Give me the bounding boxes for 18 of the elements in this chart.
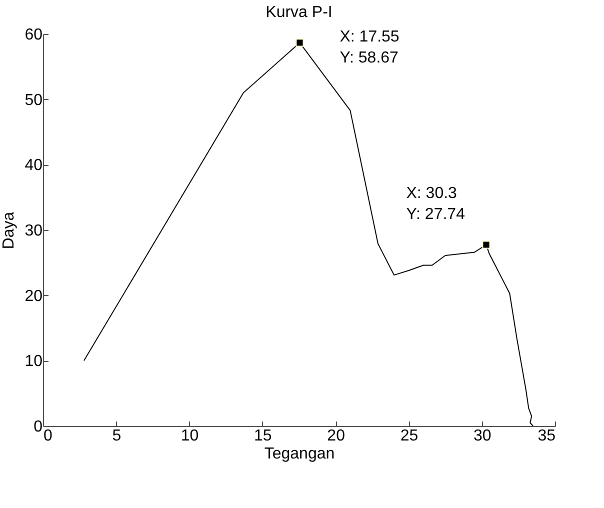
x-tick-label: 10 [180,428,199,444]
y-tick-label: 30 [24,222,43,240]
chart-title: Kurva P-I [266,4,332,21]
x-tick-label: 25 [400,428,418,444]
y-tick-label: 40 [24,157,43,174]
y-tick-label: 20 [24,288,43,305]
x-tick-label: 20 [327,428,346,444]
x-tick-label: 30 [473,428,492,444]
x-axis-title: Tegangan [264,446,335,462]
annotation: X: 17.55 Y: 58.67 [340,28,400,67]
x-tick-label: 5 [112,428,122,444]
x-tick-label: 15 [254,428,272,444]
y-axis-title: Daya [0,212,18,250]
y-tick-label: 50 [24,92,43,109]
y-tick-label: 60 [24,26,43,44]
annotation: X: 30.3 Y: 27.74 [406,184,466,223]
x-tick-label: 35 [538,428,556,444]
y-tick-label: 10 [24,353,43,370]
